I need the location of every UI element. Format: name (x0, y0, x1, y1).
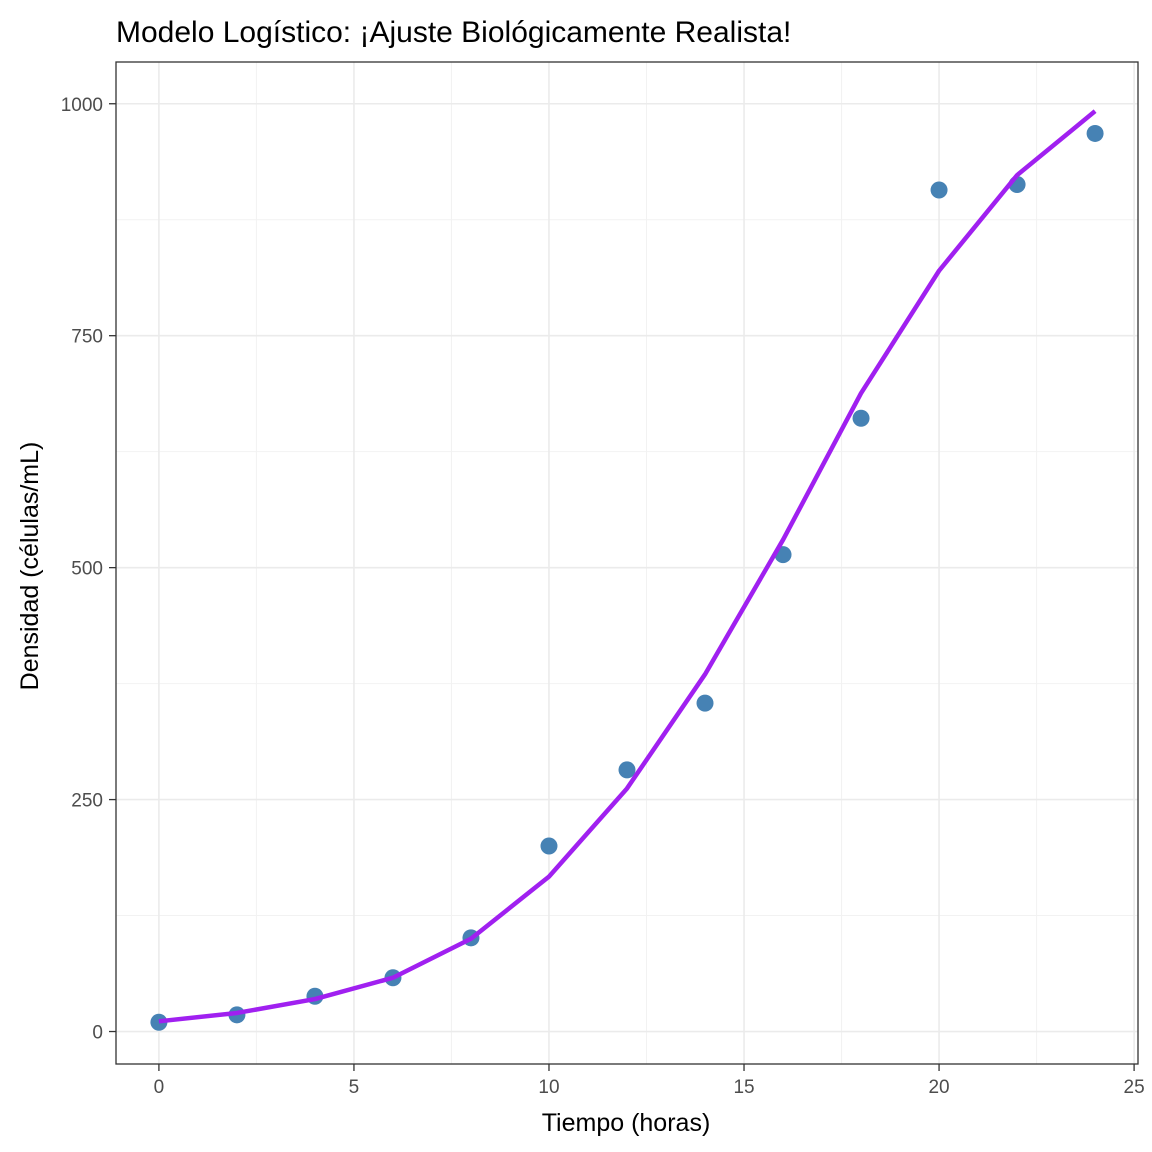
plot-area (150, 109, 1104, 1031)
data-point (696, 694, 714, 712)
y-tick-label: 750 (71, 327, 103, 348)
x-tick-label: 10 (538, 1077, 559, 1098)
x-tick-label: 5 (349, 1077, 360, 1098)
x-tick-label: 25 (1124, 1077, 1145, 1098)
data-point (930, 181, 948, 199)
data-point (540, 837, 558, 855)
y-tick-label: 0 (92, 1023, 103, 1044)
chart-title: Modelo Logístico: ¡Ajuste Biológicamente… (116, 16, 791, 49)
y-axis-title: Densidad (células/mL) (16, 442, 44, 691)
data-point (618, 761, 636, 779)
x-tick-label: 20 (928, 1077, 949, 1098)
y-tick-label: 500 (71, 559, 103, 580)
grid (116, 62, 1138, 1064)
x-tick-label: 0 (154, 1077, 165, 1098)
x-tick-label: 15 (733, 1077, 754, 1098)
data-point (150, 1013, 168, 1031)
panel-border (115, 61, 1139, 1065)
x-axis-title: Tiempo (horas) (542, 1109, 711, 1137)
fit-line (158, 109, 1097, 1024)
y-tick-label: 250 (71, 791, 103, 812)
data-point (852, 409, 870, 427)
data-point (1086, 124, 1104, 142)
y-tick-label: 1000 (61, 95, 103, 116)
